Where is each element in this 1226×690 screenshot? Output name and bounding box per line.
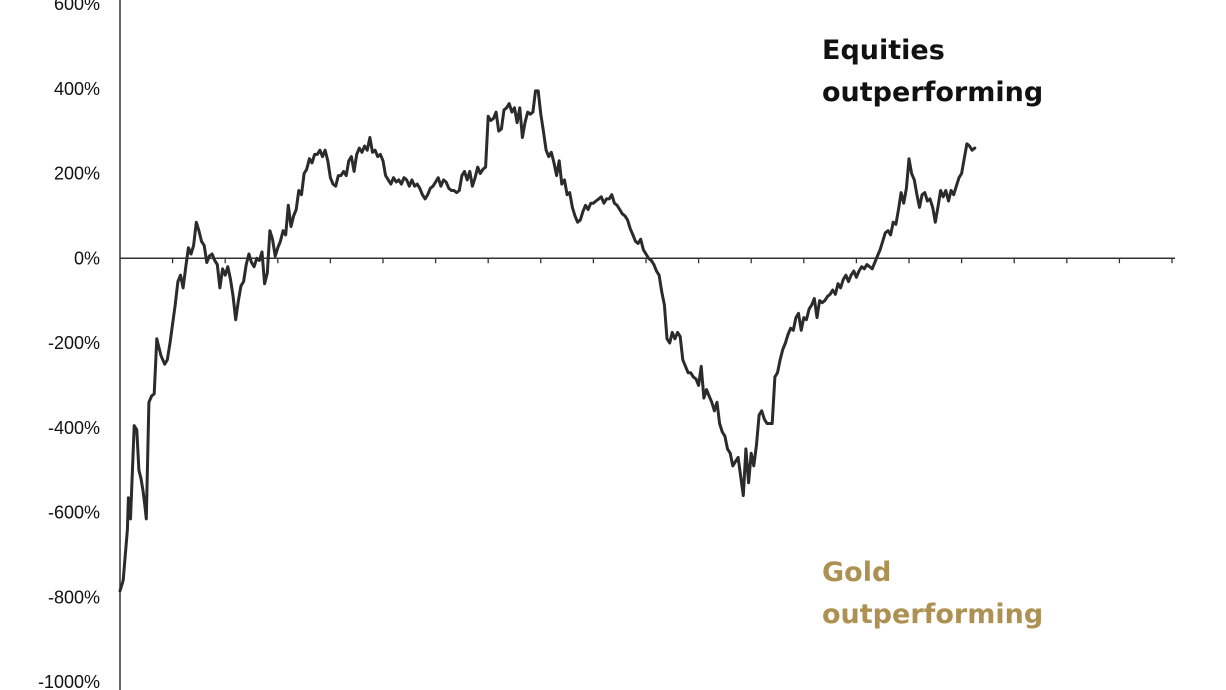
annotation-line: Equities xyxy=(822,35,945,66)
y-tick-label: 200% xyxy=(54,164,100,184)
y-tick-label: -1000% xyxy=(38,672,100,690)
series-line xyxy=(118,89,977,593)
annotation-line: outperforming xyxy=(822,599,1044,630)
y-tick-label: 0% xyxy=(74,248,100,268)
x-axis-ticks xyxy=(171,258,1173,264)
annotation-equities-outperforming: Equities outperforming xyxy=(822,30,1043,114)
annotation-line: Gold xyxy=(822,557,892,588)
y-tick-label: -200% xyxy=(48,333,100,353)
annotation-gold-outperforming: Gold outperforming xyxy=(822,552,1043,636)
y-tick-label: -400% xyxy=(48,418,100,438)
annotation-line: outperforming xyxy=(822,77,1044,108)
y-tick-label: -600% xyxy=(48,503,100,523)
y-tick-label: 400% xyxy=(54,79,100,99)
y-tick-label: -800% xyxy=(48,587,100,607)
y-tick-label: 600% xyxy=(54,0,100,14)
y-axis-ticks: 600% 400% 200% 0% -200% -400% -600% -800% -1000% xyxy=(38,0,100,690)
